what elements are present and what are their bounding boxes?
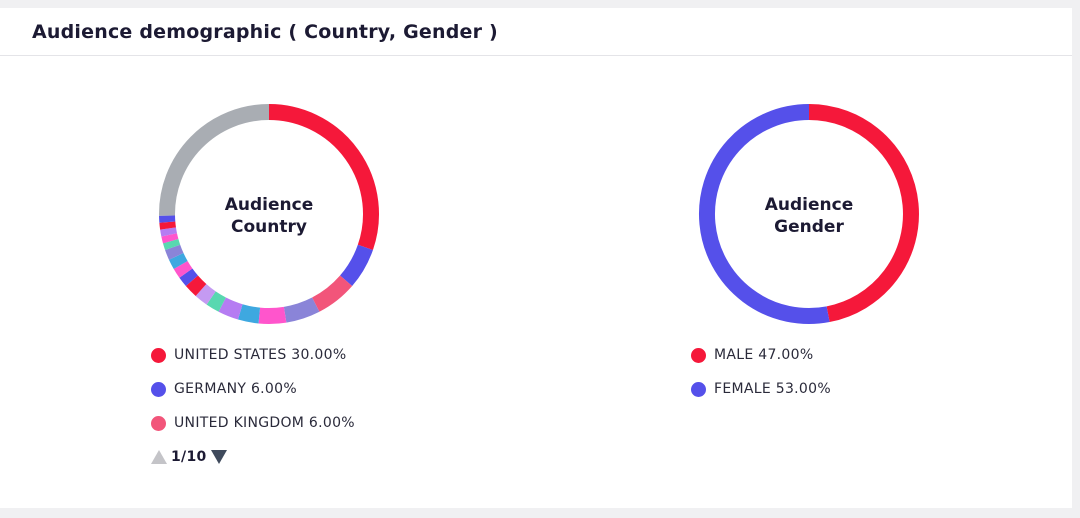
gender-center-line2: Gender xyxy=(774,217,844,237)
legend-item-germany[interactable]: GERMANY 6.00% xyxy=(151,372,355,406)
legend-item-united-kingdom[interactable]: UNITED KINGDOM 6.00% xyxy=(151,406,355,440)
card-header: Audience demographic ( Country, Gender ) xyxy=(0,8,1072,56)
legend-dot xyxy=(691,381,706,397)
page-down-icon[interactable] xyxy=(210,450,227,464)
legend-item-female[interactable]: FEMALE 53.00% xyxy=(691,372,831,406)
legend-label: UNITED STATES 30.00% xyxy=(174,347,347,363)
country-center-line1: Audience xyxy=(224,195,314,215)
gender-chart-center-label: Audience Gender xyxy=(729,194,889,238)
gender-legend: MALE 47.00% FEMALE 53.00% xyxy=(691,338,831,406)
legend-dot xyxy=(151,415,166,431)
legend-label: FEMALE 53.00% xyxy=(714,381,831,397)
legend-label: UNITED KINGDOM 6.00% xyxy=(174,415,355,431)
page-up-icon[interactable] xyxy=(151,450,167,464)
country-chart-center-label: Audience Country xyxy=(189,194,349,238)
legend-dot xyxy=(151,381,166,397)
gender-center-line1: Audience xyxy=(764,195,854,215)
country-center-line2: Country xyxy=(231,217,307,237)
country-legend: UNITED STATES 30.00% GERMANY 6.00% UNITE… xyxy=(151,338,355,474)
legend-pager: 1/10 xyxy=(151,440,355,474)
legend-item-united-states[interactable]: UNITED STATES 30.00% xyxy=(151,338,355,372)
legend-dot xyxy=(691,347,706,363)
legend-label: GERMANY 6.00% xyxy=(174,381,297,397)
legend-dot xyxy=(151,347,166,363)
legend-label: MALE 47.00% xyxy=(714,347,814,363)
legend-item-male[interactable]: MALE 47.00% xyxy=(691,338,831,372)
card-title: Audience demographic ( Country, Gender ) xyxy=(32,20,498,43)
pager-text: 1/10 xyxy=(171,449,207,465)
